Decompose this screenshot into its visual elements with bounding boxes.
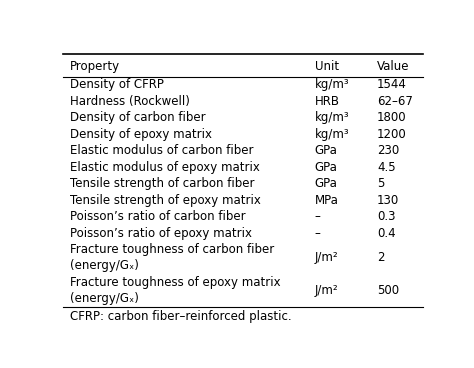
Text: 5: 5	[377, 177, 384, 190]
Text: Tensile strength of carbon fiber: Tensile strength of carbon fiber	[70, 177, 255, 190]
Text: Poisson’s ratio of carbon fiber: Poisson’s ratio of carbon fiber	[70, 210, 246, 223]
Text: Density of epoxy matrix: Density of epoxy matrix	[70, 128, 212, 141]
Text: J/m²: J/m²	[315, 251, 338, 264]
Text: 130: 130	[377, 194, 399, 207]
Text: 1544: 1544	[377, 78, 407, 92]
Text: Tensile strength of epoxy matrix: Tensile strength of epoxy matrix	[70, 194, 261, 207]
Text: J/m²: J/m²	[315, 284, 338, 297]
Text: Density of carbon fiber: Density of carbon fiber	[70, 112, 206, 124]
Text: –: –	[315, 227, 320, 240]
Text: kg/m³: kg/m³	[315, 128, 349, 141]
Text: 2: 2	[377, 251, 384, 264]
Text: Hardness (Rockwell): Hardness (Rockwell)	[70, 95, 190, 108]
Text: MPa: MPa	[315, 194, 338, 207]
Text: Density of CFRP: Density of CFRP	[70, 78, 164, 92]
Text: Unit: Unit	[315, 60, 339, 73]
Text: 4.5: 4.5	[377, 161, 396, 174]
Text: Poisson’s ratio of epoxy matrix: Poisson’s ratio of epoxy matrix	[70, 227, 252, 240]
Text: kg/m³: kg/m³	[315, 78, 349, 92]
Text: 0.3: 0.3	[377, 210, 395, 223]
Text: Fracture toughness of epoxy matrix
(energy/Gₓ): Fracture toughness of epoxy matrix (ener…	[70, 276, 281, 305]
Text: 62–67: 62–67	[377, 95, 413, 108]
Text: CFRP: carbon fiber–reinforced plastic.: CFRP: carbon fiber–reinforced plastic.	[70, 310, 292, 323]
Text: Property: Property	[70, 60, 120, 73]
Text: 0.4: 0.4	[377, 227, 396, 240]
Text: 1200: 1200	[377, 128, 407, 141]
Text: Value: Value	[377, 60, 410, 73]
Text: Elastic modulus of epoxy matrix: Elastic modulus of epoxy matrix	[70, 161, 260, 174]
Text: 500: 500	[377, 284, 399, 297]
Text: Fracture toughness of carbon fiber
(energy/Gₓ): Fracture toughness of carbon fiber (ener…	[70, 243, 274, 272]
Text: 1800: 1800	[377, 112, 407, 124]
Text: 230: 230	[377, 144, 399, 157]
Text: GPa: GPa	[315, 161, 337, 174]
Text: –: –	[315, 210, 320, 223]
Text: GPa: GPa	[315, 177, 337, 190]
Text: Elastic modulus of carbon fiber: Elastic modulus of carbon fiber	[70, 144, 254, 157]
Text: kg/m³: kg/m³	[315, 112, 349, 124]
Text: GPa: GPa	[315, 144, 337, 157]
Text: HRB: HRB	[315, 95, 339, 108]
